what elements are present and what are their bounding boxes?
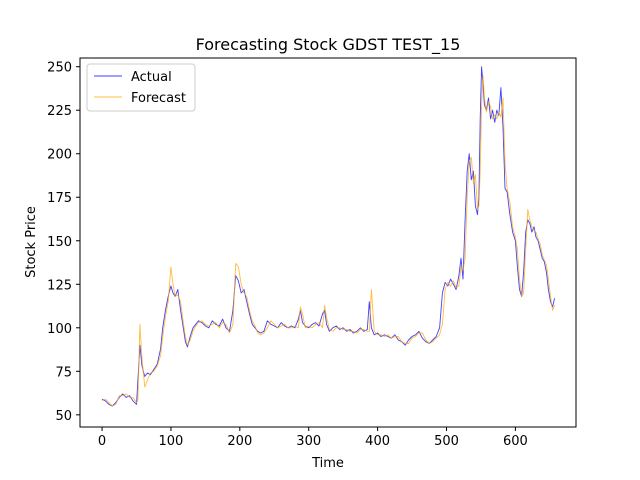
y-tick-label: 125 xyxy=(47,278,72,293)
x-tick-label: 0 xyxy=(98,434,106,449)
x-axis-ticks: 0 100 200 300 400 500 600 xyxy=(98,427,528,449)
x-tick-label: 300 xyxy=(296,434,321,449)
y-axis-ticks: 50 75 100 125 150 175 200 225 250 xyxy=(47,61,80,424)
x-tick-label: 600 xyxy=(503,434,528,449)
legend: Actual Forecast xyxy=(86,63,196,112)
x-tick-label: 200 xyxy=(227,434,252,449)
x-tick-label: 100 xyxy=(159,434,184,449)
legend-label-actual: Actual xyxy=(131,70,172,85)
series-line-actual xyxy=(101,66,556,407)
y-tick-label: 200 xyxy=(47,148,72,163)
y-axis-label: Stock Price xyxy=(24,206,39,278)
plot-frame xyxy=(79,57,577,428)
legend-label-forecast: Forecast xyxy=(131,91,186,106)
y-tick-label: 250 xyxy=(47,61,72,76)
y-tick-label: 100 xyxy=(47,322,72,337)
x-axis-label: Time xyxy=(311,456,344,471)
y-tick-label: 175 xyxy=(47,191,72,206)
x-tick-label: 500 xyxy=(434,434,459,449)
chart-title: Forecasting Stock GDST TEST_15 xyxy=(196,35,461,55)
plot-lines xyxy=(101,66,556,407)
series-line-forecast xyxy=(101,74,556,407)
y-tick-label: 150 xyxy=(47,235,72,250)
y-tick-label: 50 xyxy=(55,409,72,424)
y-tick-label: 75 xyxy=(55,365,72,380)
x-tick-label: 400 xyxy=(365,434,390,449)
y-tick-label: 225 xyxy=(47,104,72,119)
